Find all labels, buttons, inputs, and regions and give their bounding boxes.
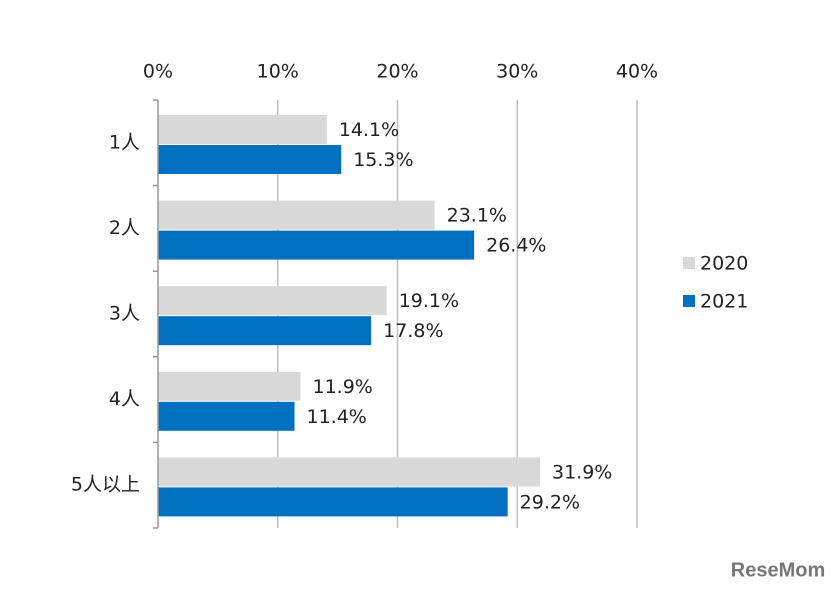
bar xyxy=(158,401,295,431)
legend-swatch xyxy=(683,257,695,269)
value-label: 19.1% xyxy=(399,290,459,312)
bar xyxy=(158,286,387,316)
y-tick-label: 3人 xyxy=(109,303,140,325)
y-tick-label: 4人 xyxy=(109,388,140,410)
value-label: 29.2% xyxy=(520,491,580,513)
legend-label: 2020 xyxy=(700,253,748,275)
bar xyxy=(158,487,508,517)
y-tick-label: 1人 xyxy=(109,131,140,153)
value-label: 11.9% xyxy=(313,376,373,398)
value-label: 23.1% xyxy=(447,205,507,227)
legend-label: 2021 xyxy=(700,291,748,313)
legend-swatch xyxy=(683,295,695,307)
y-tick-label: 2人 xyxy=(109,217,140,239)
bar xyxy=(158,115,327,144)
value-label: 31.9% xyxy=(552,461,612,483)
x-tick-label: 30% xyxy=(496,61,538,83)
bar xyxy=(158,230,475,260)
value-label: 11.4% xyxy=(307,406,367,428)
bar xyxy=(158,316,372,346)
value-label: 26.4% xyxy=(486,235,546,257)
x-tick-label: 20% xyxy=(376,61,418,83)
x-tick-label: 10% xyxy=(257,61,299,83)
bar xyxy=(158,200,435,230)
bar xyxy=(158,371,301,401)
y-tick-label: 5人以上 xyxy=(71,474,140,496)
value-label: 15.3% xyxy=(353,149,413,171)
bar xyxy=(158,457,541,487)
watermark: ReseMom xyxy=(731,559,825,581)
x-tick-label: 0% xyxy=(143,61,173,83)
value-label: 17.8% xyxy=(383,320,443,342)
x-tick-label: 40% xyxy=(616,61,658,83)
bar xyxy=(158,145,342,174)
value-label: 14.1% xyxy=(339,119,399,141)
